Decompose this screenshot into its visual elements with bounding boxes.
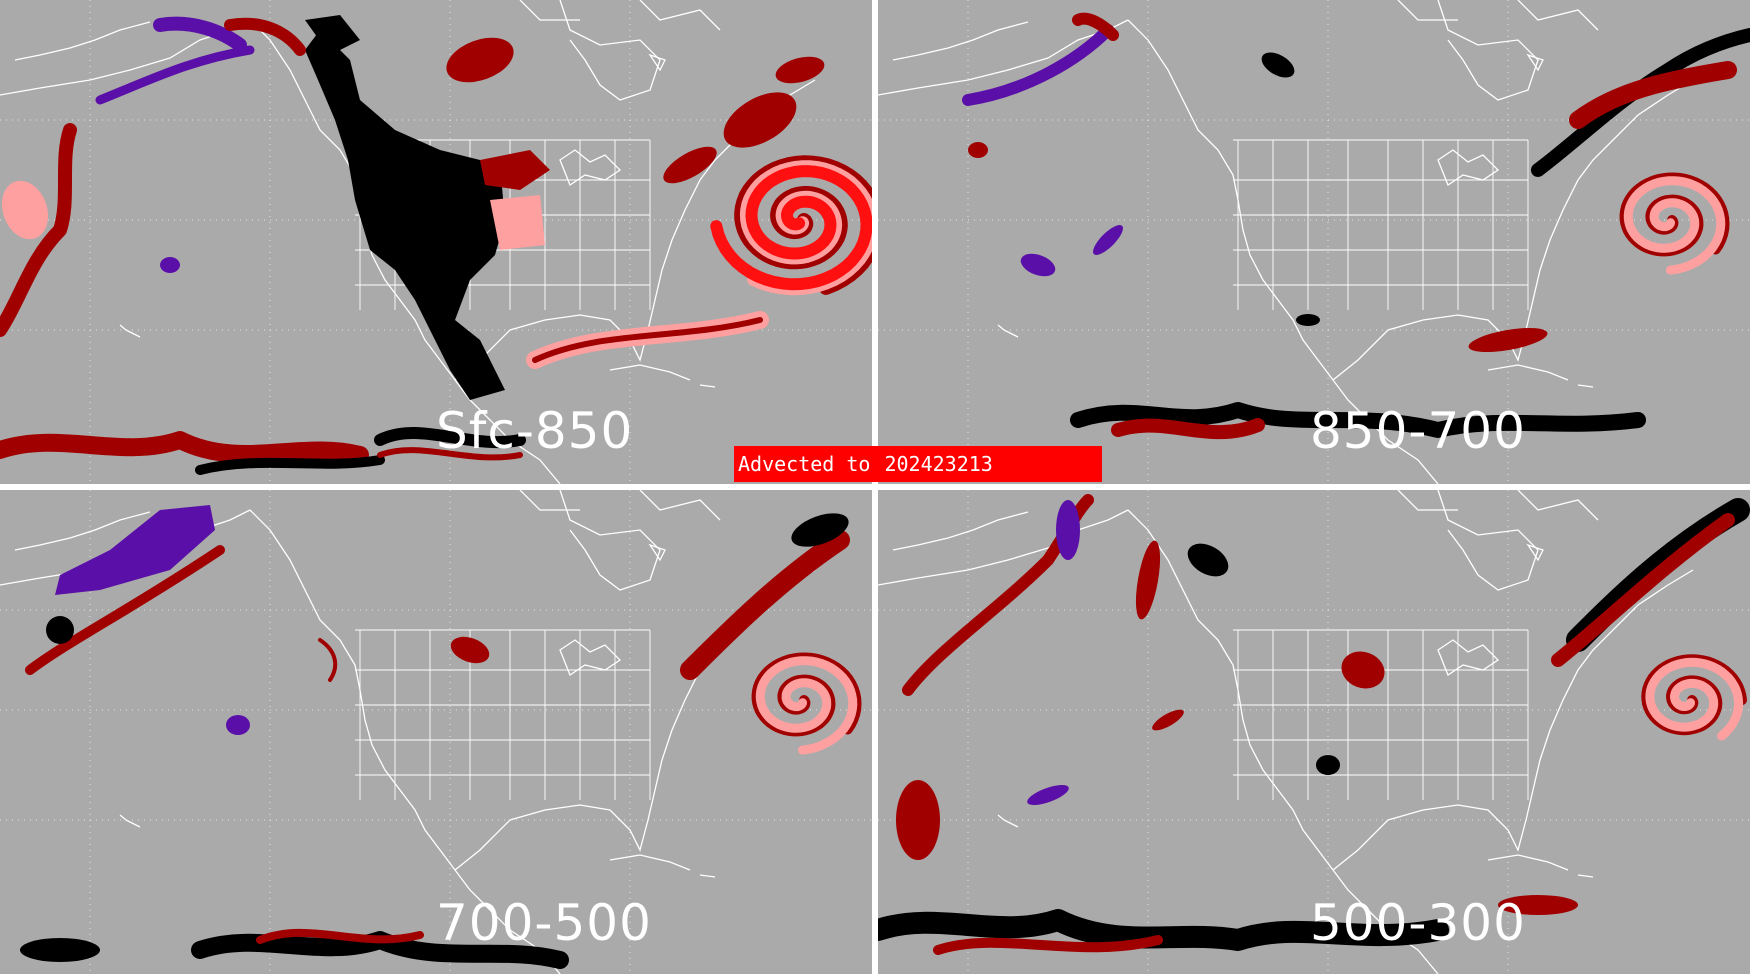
panel-850-700: 850-700	[878, 0, 1750, 484]
darkred-blob-plains	[450, 636, 490, 664]
darkred-tropics	[0, 431, 369, 464]
black-blob-coast	[1187, 543, 1229, 577]
purple-streak	[1027, 785, 1069, 805]
darkred-canada-1	[446, 37, 514, 83]
state-boundaries	[355, 629, 651, 800]
purple-blob-pacific	[160, 257, 180, 273]
purple-blob-alaska	[1056, 500, 1080, 560]
black-band-canada	[1531, 28, 1750, 177]
banner-prefix: Advected to	[738, 452, 871, 476]
darkred-streak	[1152, 709, 1184, 731]
darkred-band-coast	[1135, 540, 1161, 620]
darkred-arc	[318, 638, 338, 682]
darkred-tropics	[1111, 418, 1265, 440]
pink-blob-pacific	[1, 180, 49, 240]
moisture-overlay	[20, 505, 862, 969]
panel-700-500: 700-500	[0, 490, 872, 974]
state-boundaries	[1233, 139, 1529, 310]
panel-label: 500-300	[1310, 894, 1526, 952]
darkred-tropics	[256, 928, 424, 944]
darkred-tropics	[933, 935, 1163, 955]
black-tropics	[195, 455, 385, 475]
map-500-300	[878, 490, 1750, 974]
darkred-blob-atlantic	[1498, 895, 1578, 915]
purple-band-gulf-alaska	[153, 16, 247, 52]
darkred-band-coast	[224, 17, 306, 56]
advected-banner: Advected to 202423213	[734, 446, 1102, 482]
darkred-band-gulf	[532, 317, 763, 363]
pink-region-plains	[490, 195, 545, 250]
darkred-canada-4	[775, 56, 825, 84]
darkred-blob-pacific	[968, 142, 988, 158]
panel-label: 700-500	[436, 894, 652, 952]
black-blob-bc	[1261, 52, 1295, 78]
black-region-west	[305, 30, 505, 400]
map-700-500	[0, 490, 872, 974]
panel-label: Sfc-850	[436, 402, 634, 460]
black-blob-pacific	[46, 616, 74, 644]
purple-band-alaska	[95, 45, 255, 105]
darkred-band-canada	[1551, 513, 1735, 667]
black-tropics-west	[20, 938, 100, 962]
black-tropics	[1070, 402, 1646, 438]
map-sfc-850	[0, 0, 872, 484]
black-blob-canada	[791, 513, 849, 547]
purple-blob-2	[1093, 225, 1123, 255]
panel-sfc-850: Sfc-850	[0, 0, 872, 484]
black-blob-gulf	[1316, 755, 1340, 775]
darkred-band-pacific	[0, 123, 77, 337]
cyclone-atlantic	[1641, 654, 1747, 741]
black-region-nw	[305, 15, 360, 55]
darkred-canada-2	[723, 92, 797, 148]
black-blob-gulf	[1296, 314, 1320, 326]
moisture-overlay	[878, 494, 1750, 955]
darkred-blob-plains	[1341, 651, 1385, 689]
purple-blob	[226, 715, 250, 735]
darkred-tropics-2	[377, 447, 523, 461]
darkred-band-canada	[1569, 61, 1737, 129]
darkred-band-pacific	[25, 545, 225, 675]
panel-label: 850-700	[1310, 402, 1526, 460]
cyclone-atlantic	[751, 652, 862, 755]
darkred-band-atlantic	[1468, 327, 1548, 353]
moisture-overlay	[0, 15, 872, 475]
darkred-plains	[480, 150, 550, 190]
moisture-overlay	[962, 12, 1750, 440]
purple-region-alaska	[55, 505, 215, 595]
coastlines	[878, 0, 1694, 484]
cyclone-atlantic	[1619, 172, 1730, 275]
purple-blob-1	[1020, 253, 1056, 277]
banner-date: 202423213	[884, 452, 993, 476]
panel-500-300: 500-300	[878, 490, 1750, 974]
black-tropics-2	[374, 427, 526, 449]
map-850-700	[878, 0, 1750, 484]
state-boundaries	[1233, 629, 1529, 800]
graticule	[0, 490, 872, 974]
darkred-blob-pacific	[896, 780, 940, 860]
darkred-canada-3	[663, 146, 717, 184]
darkred-band-canada	[680, 530, 850, 680]
cyclone-atlantic	[710, 155, 872, 296]
purple-band-alaska	[962, 24, 1114, 106]
darkred-alaska	[1072, 12, 1119, 41]
